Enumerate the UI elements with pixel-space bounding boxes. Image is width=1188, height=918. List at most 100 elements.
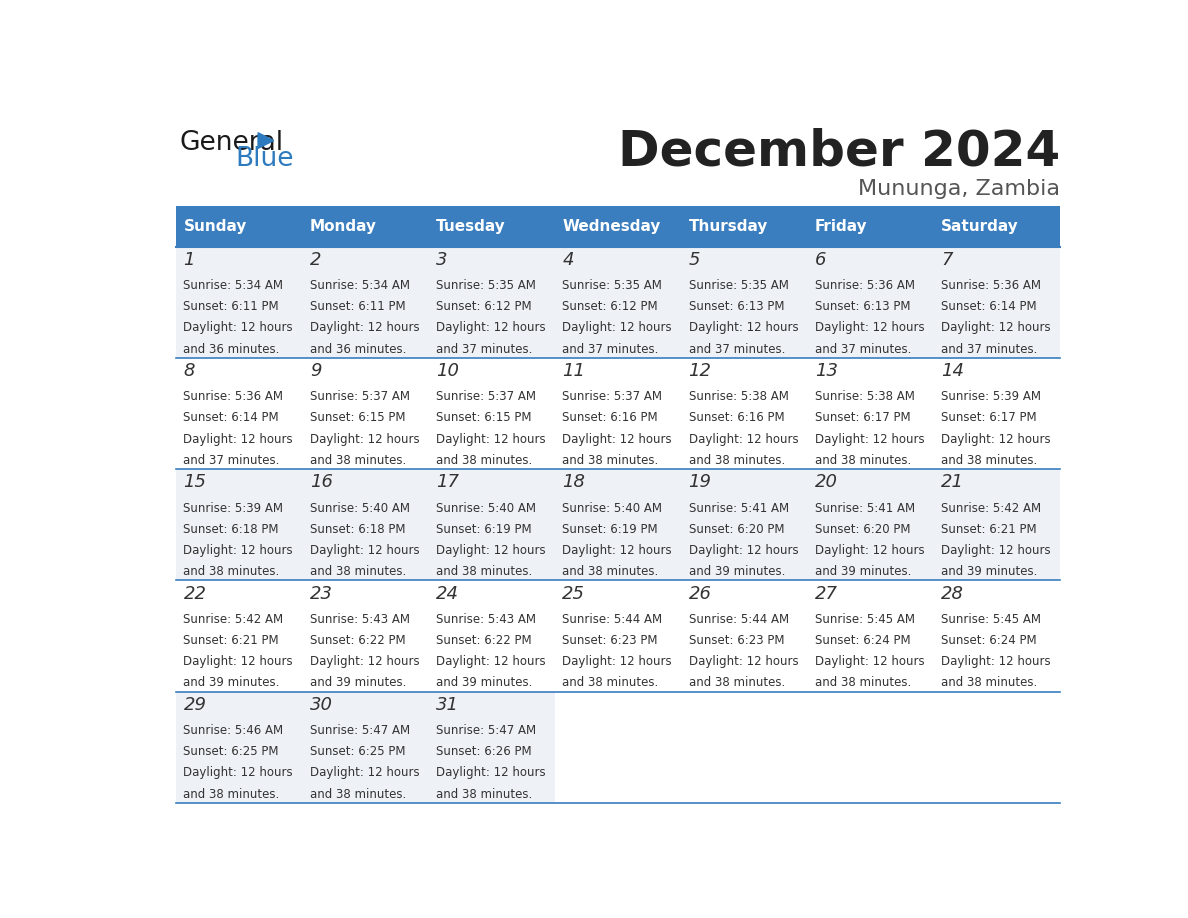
Text: General: General	[179, 130, 284, 156]
FancyBboxPatch shape	[303, 247, 429, 358]
Text: and 37 minutes.: and 37 minutes.	[562, 342, 658, 355]
Text: Daylight: 12 hours: Daylight: 12 hours	[436, 767, 545, 779]
Text: 26: 26	[689, 585, 712, 602]
Text: Sunrise: 5:45 AM: Sunrise: 5:45 AM	[941, 613, 1041, 626]
Text: Sunrise: 5:36 AM: Sunrise: 5:36 AM	[183, 390, 284, 403]
Text: Sunrise: 5:40 AM: Sunrise: 5:40 AM	[310, 501, 410, 515]
FancyBboxPatch shape	[934, 469, 1060, 580]
Text: 8: 8	[183, 362, 195, 380]
FancyBboxPatch shape	[429, 469, 555, 580]
Text: Daylight: 12 hours: Daylight: 12 hours	[183, 432, 293, 445]
Text: Sunrise: 5:37 AM: Sunrise: 5:37 AM	[436, 390, 536, 403]
Text: Sunset: 6:15 PM: Sunset: 6:15 PM	[436, 411, 531, 424]
Text: Blue: Blue	[235, 145, 293, 172]
Text: Daylight: 12 hours: Daylight: 12 hours	[941, 321, 1050, 334]
Text: Sunrise: 5:41 AM: Sunrise: 5:41 AM	[689, 501, 789, 515]
Text: 1: 1	[183, 251, 195, 269]
Text: Daylight: 12 hours: Daylight: 12 hours	[815, 432, 924, 445]
Text: 12: 12	[689, 362, 712, 380]
FancyBboxPatch shape	[555, 580, 681, 691]
Text: Sunrise: 5:38 AM: Sunrise: 5:38 AM	[815, 390, 915, 403]
Text: Daylight: 12 hours: Daylight: 12 hours	[183, 655, 293, 668]
FancyBboxPatch shape	[303, 691, 429, 803]
FancyBboxPatch shape	[303, 206, 429, 247]
FancyBboxPatch shape	[808, 580, 934, 691]
Text: Sunset: 6:22 PM: Sunset: 6:22 PM	[436, 634, 532, 647]
Text: Sunset: 6:11 PM: Sunset: 6:11 PM	[183, 300, 279, 313]
Text: Daylight: 12 hours: Daylight: 12 hours	[941, 432, 1050, 445]
Text: Daylight: 12 hours: Daylight: 12 hours	[310, 432, 419, 445]
Text: December 2024: December 2024	[618, 128, 1060, 176]
Text: Daylight: 12 hours: Daylight: 12 hours	[815, 655, 924, 668]
Text: Sunset: 6:21 PM: Sunset: 6:21 PM	[183, 634, 279, 647]
Text: and 37 minutes.: and 37 minutes.	[815, 342, 911, 355]
Text: Wednesday: Wednesday	[562, 218, 661, 233]
Text: Sunset: 6:25 PM: Sunset: 6:25 PM	[183, 745, 279, 758]
Text: 6: 6	[815, 251, 827, 269]
FancyBboxPatch shape	[808, 247, 934, 358]
Text: and 39 minutes.: and 39 minutes.	[436, 677, 532, 689]
Text: Sunset: 6:20 PM: Sunset: 6:20 PM	[689, 522, 784, 536]
Text: Sunrise: 5:36 AM: Sunrise: 5:36 AM	[941, 279, 1041, 292]
Text: Daylight: 12 hours: Daylight: 12 hours	[562, 321, 672, 334]
Text: Daylight: 12 hours: Daylight: 12 hours	[310, 321, 419, 334]
FancyBboxPatch shape	[555, 247, 681, 358]
FancyBboxPatch shape	[176, 469, 303, 580]
Text: Daylight: 12 hours: Daylight: 12 hours	[436, 321, 545, 334]
FancyBboxPatch shape	[429, 580, 555, 691]
Text: and 38 minutes.: and 38 minutes.	[310, 565, 406, 578]
Text: Daylight: 12 hours: Daylight: 12 hours	[183, 543, 293, 557]
Text: Sunset: 6:22 PM: Sunset: 6:22 PM	[310, 634, 405, 647]
Text: Sunrise: 5:38 AM: Sunrise: 5:38 AM	[689, 390, 789, 403]
FancyBboxPatch shape	[429, 691, 555, 803]
Text: 31: 31	[436, 696, 459, 714]
FancyBboxPatch shape	[555, 206, 681, 247]
Text: Sunrise: 5:43 AM: Sunrise: 5:43 AM	[436, 613, 536, 626]
Text: 28: 28	[941, 585, 965, 602]
Text: 15: 15	[183, 474, 207, 491]
Text: Sunset: 6:26 PM: Sunset: 6:26 PM	[436, 745, 532, 758]
Text: Daylight: 12 hours: Daylight: 12 hours	[183, 321, 293, 334]
Text: Sunrise: 5:42 AM: Sunrise: 5:42 AM	[941, 501, 1041, 515]
Text: Daylight: 12 hours: Daylight: 12 hours	[436, 543, 545, 557]
FancyBboxPatch shape	[176, 691, 303, 803]
FancyBboxPatch shape	[808, 469, 934, 580]
Text: and 37 minutes.: and 37 minutes.	[436, 342, 532, 355]
Text: 25: 25	[562, 585, 586, 602]
Text: Sunset: 6:17 PM: Sunset: 6:17 PM	[815, 411, 910, 424]
Text: Tuesday: Tuesday	[436, 218, 506, 233]
Text: Thursday: Thursday	[689, 218, 767, 233]
Text: Sunset: 6:24 PM: Sunset: 6:24 PM	[941, 634, 1037, 647]
Text: 2: 2	[310, 251, 321, 269]
Text: Daylight: 12 hours: Daylight: 12 hours	[689, 432, 798, 445]
FancyBboxPatch shape	[681, 580, 808, 691]
Text: Sunrise: 5:35 AM: Sunrise: 5:35 AM	[436, 279, 536, 292]
Text: 29: 29	[183, 696, 207, 714]
FancyBboxPatch shape	[176, 580, 303, 691]
FancyBboxPatch shape	[429, 247, 555, 358]
Text: 24: 24	[436, 585, 459, 602]
Text: Daylight: 12 hours: Daylight: 12 hours	[689, 655, 798, 668]
Text: Sunrise: 5:39 AM: Sunrise: 5:39 AM	[941, 390, 1041, 403]
Text: Sunrise: 5:42 AM: Sunrise: 5:42 AM	[183, 613, 284, 626]
Text: 10: 10	[436, 362, 459, 380]
Text: 27: 27	[815, 585, 838, 602]
FancyBboxPatch shape	[176, 206, 303, 247]
Text: Daylight: 12 hours: Daylight: 12 hours	[183, 767, 293, 779]
Text: Sunset: 6:12 PM: Sunset: 6:12 PM	[436, 300, 532, 313]
Text: Sunrise: 5:35 AM: Sunrise: 5:35 AM	[562, 279, 662, 292]
Text: Daylight: 12 hours: Daylight: 12 hours	[689, 543, 798, 557]
Text: 17: 17	[436, 474, 459, 491]
Text: and 38 minutes.: and 38 minutes.	[436, 565, 532, 578]
Text: Daylight: 12 hours: Daylight: 12 hours	[562, 543, 672, 557]
FancyBboxPatch shape	[934, 206, 1060, 247]
Text: Sunset: 6:19 PM: Sunset: 6:19 PM	[562, 522, 658, 536]
Text: Sunset: 6:25 PM: Sunset: 6:25 PM	[310, 745, 405, 758]
Text: Sunset: 6:13 PM: Sunset: 6:13 PM	[815, 300, 910, 313]
Text: 14: 14	[941, 362, 965, 380]
Text: Daylight: 12 hours: Daylight: 12 hours	[436, 432, 545, 445]
Text: 16: 16	[310, 474, 333, 491]
FancyBboxPatch shape	[429, 206, 555, 247]
Text: Sunset: 6:23 PM: Sunset: 6:23 PM	[562, 634, 658, 647]
FancyBboxPatch shape	[808, 206, 934, 247]
